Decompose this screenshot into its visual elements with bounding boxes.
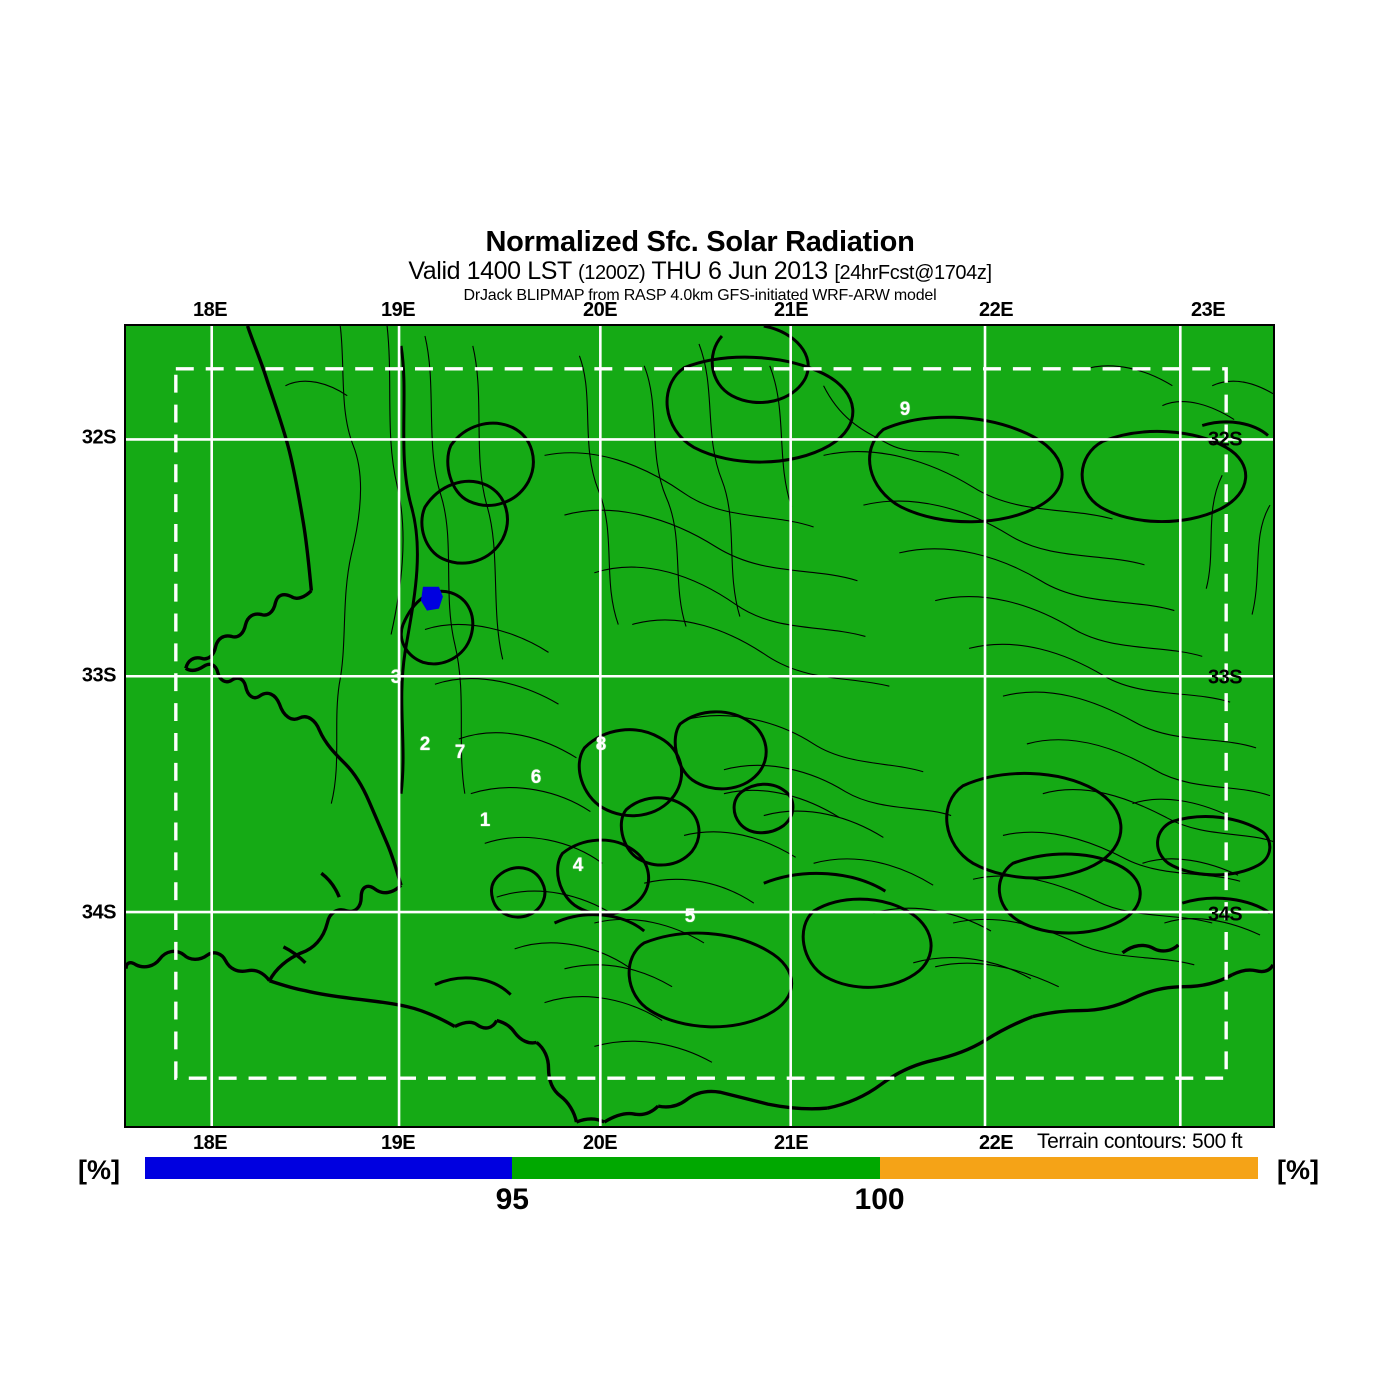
map-marker-4: 4 [572, 855, 584, 876]
colorbar-panel: [%] [%] 95 100 [0, 1155, 1400, 1227]
map-marker-2: 2 [419, 734, 431, 755]
lon-label-top-5: 23E [1190, 299, 1226, 321]
lon-label-top-4: 22E [978, 299, 1014, 321]
lat-label-right-0: 32S [1208, 428, 1243, 451]
coastline [126, 326, 1273, 1124]
lon-label-top-1: 19E [380, 299, 416, 321]
title-block: Normalized Sfc. Solar Radiation Valid 14… [0, 228, 1400, 307]
map-marker-5: 5 [684, 906, 696, 927]
valid-date: THU 6 Jun 2013 [651, 257, 828, 285]
low-value-cell [420, 586, 443, 611]
map-background [126, 326, 1273, 1126]
lat-label-left-2: 34S [81, 901, 117, 924]
lon-label-top-0: 18E [192, 299, 228, 321]
terrain-contours-thick [399, 326, 1272, 1029]
map-marker-8: 8 [595, 734, 607, 755]
model-attribution: DrJack BLIPMAP from RASP 4.0km GFS-initi… [463, 286, 937, 304]
map-marker-1: 1 [479, 810, 491, 831]
map-marker-9: 9 [899, 399, 911, 420]
valid-prefix: Valid 1400 LST [408, 257, 572, 285]
lon-label-top-2: 20E [582, 299, 618, 321]
lon-label-bottom-2: 20E [582, 1132, 618, 1154]
lat-label-left-0: 32S [81, 426, 117, 449]
lon-label-bottom-3: 21E [773, 1132, 809, 1154]
lon-label-top-3: 21E [773, 299, 809, 321]
valid-time-line: Valid 1400 LST (1200Z) THU 6 Jun 2013 [2… [0, 257, 1400, 286]
colorbar-segment-2 [879, 1157, 1258, 1179]
page-title: Normalized Sfc. Solar Radiation [485, 226, 915, 258]
terrain-contour-note: Terrain contours: 500 ft [1037, 1130, 1243, 1153]
lat-label-right-1: 33S [1208, 666, 1243, 689]
forecast-tag: [24hrFcst@1704z] [834, 262, 992, 284]
map-canvas [126, 326, 1273, 1126]
colorbar-segment-0 [145, 1157, 513, 1179]
graticule-lines [126, 326, 1273, 1126]
map-marker-6: 6 [530, 767, 542, 788]
map-panel[interactable]: 32S 33S 34S [124, 324, 1275, 1128]
lat-label-left-1: 33S [81, 664, 117, 687]
lon-label-bottom-0: 18E [192, 1132, 228, 1154]
colorbar-unit-left: [%] [78, 1155, 120, 1185]
colorbar-tick-100: 100 [854, 1183, 905, 1216]
forecast-domain-box [174, 367, 1228, 1080]
map-marker-7: 7 [454, 742, 466, 763]
lon-label-bottom-4: 22E [978, 1132, 1014, 1154]
colorbar-tick-95: 95 [495, 1183, 529, 1216]
colorbar-unit-right: [%] [1277, 1155, 1319, 1185]
colorbar[interactable] [145, 1157, 1258, 1179]
lon-label-bottom-1: 19E [380, 1132, 416, 1154]
map-marker-3: 3 [390, 667, 402, 688]
valid-utc: (1200Z) [577, 262, 646, 284]
lat-label-right-2: 34S [1208, 903, 1243, 926]
colorbar-segment-1 [512, 1157, 880, 1179]
